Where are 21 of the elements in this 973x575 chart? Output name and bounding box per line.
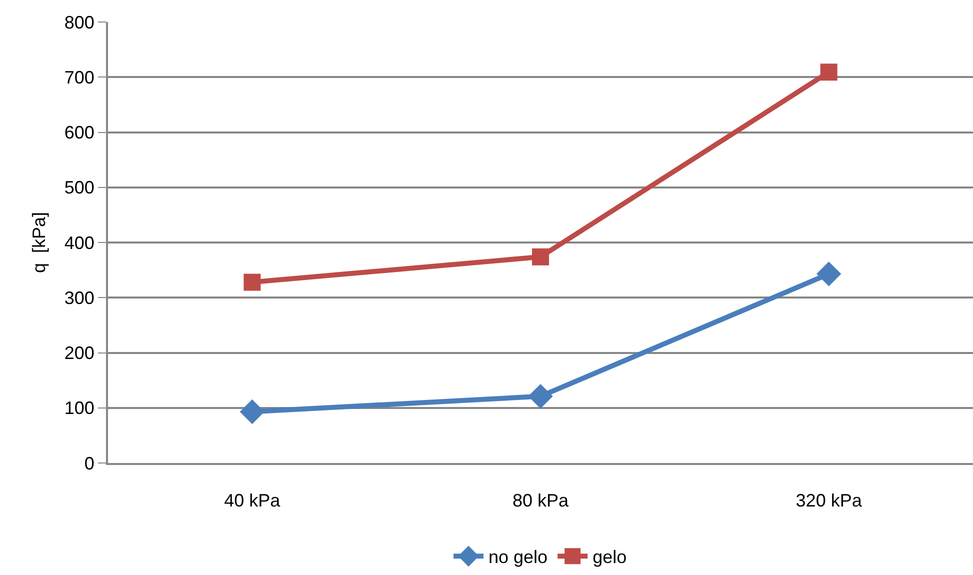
y-tick-label: 300 [64, 288, 94, 308]
x-tick-label: 80 kPa [512, 490, 570, 511]
y-tick-label: 700 [64, 67, 94, 88]
point [816, 262, 842, 286]
x-tick-label: 40 kPa [224, 490, 282, 511]
y-tick-label: 200 [64, 343, 94, 364]
point [528, 384, 553, 409]
point [240, 399, 265, 424]
point [244, 274, 261, 291]
y-tick-label: 800 [64, 12, 94, 32]
y-tick-label: 100 [64, 398, 94, 418]
y-axis-title: q [kPa] [29, 212, 50, 274]
legend-label: no gelo [488, 547, 548, 568]
legend-label: gelo [592, 547, 627, 568]
y-tick-label: 0 [84, 453, 94, 474]
point [820, 64, 838, 81]
y-tick-label: 500 [64, 178, 94, 198]
y-tick-label: 600 [64, 122, 94, 143]
x-tick-label: 320 kPa [796, 490, 863, 511]
y-tick-label: 400 [64, 232, 94, 253]
point [532, 248, 549, 266]
